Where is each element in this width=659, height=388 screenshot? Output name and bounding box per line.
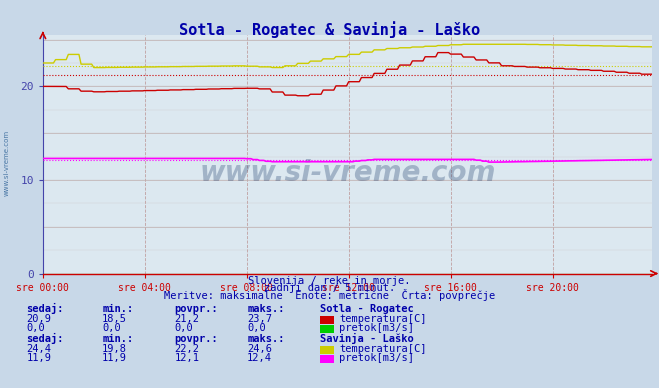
Text: maks.:: maks.: (247, 304, 285, 314)
Text: pretok[m3/s]: pretok[m3/s] (339, 322, 415, 333)
Text: min.:: min.: (102, 334, 133, 344)
Text: 12,4: 12,4 (247, 353, 272, 363)
Text: 0,0: 0,0 (26, 322, 45, 333)
Text: Savinja - Laško: Savinja - Laško (320, 333, 413, 344)
Text: Slovenija / reke in morje.: Slovenija / reke in morje. (248, 276, 411, 286)
Text: 24,4: 24,4 (26, 344, 51, 354)
Text: temperatura[C]: temperatura[C] (339, 344, 427, 354)
Text: 22,2: 22,2 (175, 344, 200, 354)
Text: 18,5: 18,5 (102, 314, 127, 324)
Text: 21,2: 21,2 (175, 314, 200, 324)
Text: 11,9: 11,9 (26, 353, 51, 363)
Text: 23,7: 23,7 (247, 314, 272, 324)
Text: 11,9: 11,9 (102, 353, 127, 363)
Text: sedaj:: sedaj: (26, 303, 64, 314)
Text: zadnji dan / 5 minut.: zadnji dan / 5 minut. (264, 283, 395, 293)
Text: Sotla - Rogatec: Sotla - Rogatec (320, 304, 413, 314)
Text: sedaj:: sedaj: (26, 333, 64, 344)
Text: pretok[m3/s]: pretok[m3/s] (339, 353, 415, 363)
Text: 0,0: 0,0 (247, 322, 266, 333)
Text: 0,0: 0,0 (102, 322, 121, 333)
Text: 12,1: 12,1 (175, 353, 200, 363)
Text: maks.:: maks.: (247, 334, 285, 344)
Text: 20,9: 20,9 (26, 314, 51, 324)
Text: povpr.:: povpr.: (175, 334, 218, 344)
Text: Sotla - Rogatec & Savinja - Laško: Sotla - Rogatec & Savinja - Laško (179, 21, 480, 38)
Text: www.si-vreme.com: www.si-vreme.com (3, 130, 10, 196)
Text: 24,6: 24,6 (247, 344, 272, 354)
Text: 0,0: 0,0 (175, 322, 193, 333)
Text: 19,8: 19,8 (102, 344, 127, 354)
Text: www.si-vreme.com: www.si-vreme.com (200, 159, 496, 187)
Text: povpr.:: povpr.: (175, 304, 218, 314)
Text: Meritve: maksimalne  Enote: metrične  Črta: povprečje: Meritve: maksimalne Enote: metrične Črta… (164, 289, 495, 301)
Text: temperatura[C]: temperatura[C] (339, 314, 427, 324)
Text: min.:: min.: (102, 304, 133, 314)
